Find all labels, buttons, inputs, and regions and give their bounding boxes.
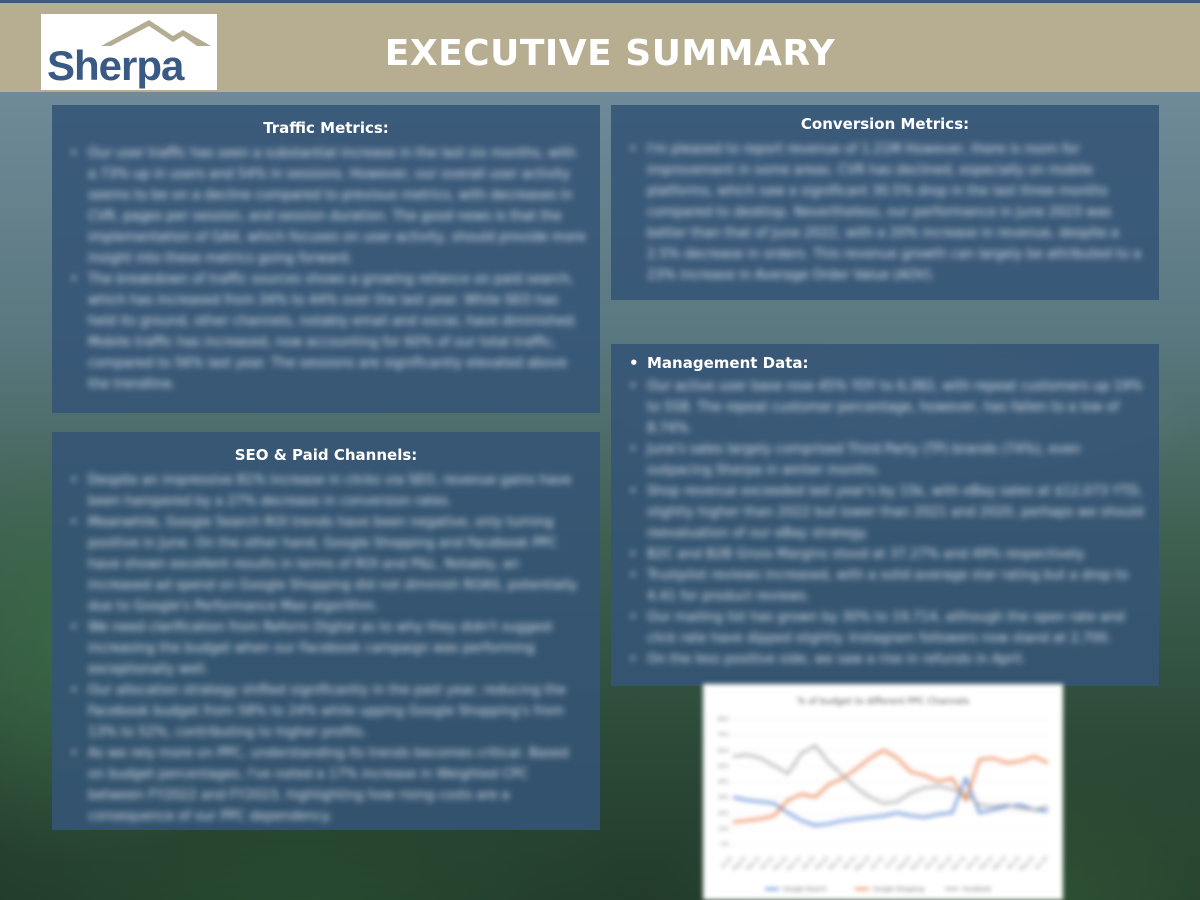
x-tick-label: Sep-21 (745, 855, 762, 872)
chart-title: % of budget to different PPC Channels (797, 697, 970, 707)
x-tick-label: Dec-22 (950, 855, 967, 872)
list-item: On the less positive side, we saw a rise… (625, 649, 1145, 670)
y-tick-label: 10% (718, 826, 729, 832)
mountain-icon (101, 20, 211, 46)
x-tick-label: May-23 (1018, 855, 1035, 872)
x-tick-label: Dec-21 (786, 855, 803, 872)
list-item: B2C and B2B Gross Margins stood at 37.27… (625, 544, 1145, 565)
y-tick-label: 20% (718, 811, 729, 817)
legend-entry: Google Shopping (873, 886, 924, 893)
list-item: Shop revenue exceeded last year's by 15k… (625, 481, 1145, 544)
list-item: As we rely more on PPC, understanding it… (66, 743, 586, 827)
list-item: Our user traffic has seen a substantial … (66, 143, 586, 269)
list-item: The breakdown of traffic sources shows a… (66, 269, 586, 395)
y-tick-label: 50% (718, 764, 729, 770)
legend-entry: Facebook (963, 886, 992, 893)
conversion-metrics-title: Conversion Metrics: (800, 115, 970, 133)
list-item: Trustpilot reviews increased, with a sol… (625, 565, 1145, 607)
list-item: Our mailing list has grown by 30% to 19,… (625, 607, 1145, 649)
list-item: Our active user base rose 45% YOY to 6,3… (625, 376, 1145, 439)
series-line-google-shopping (732, 749, 1049, 824)
management-data-panel: Management Data: Our active user base ro… (611, 344, 1159, 686)
header-bar: Sherpa EXECUTIVE SUMMARY (0, 0, 1200, 92)
seo-paid-list: Despite an impressive 81% increase in cl… (66, 470, 586, 827)
traffic-metrics-title: Traffic Metrics: (263, 119, 389, 137)
management-data-list: Our active user base rose 45% YOY to 6,3… (625, 376, 1145, 670)
traffic-metrics-panel: Traffic Metrics: Our user traffic has se… (52, 105, 600, 413)
x-tick-label: Aug-21 (731, 855, 748, 872)
page-title: EXECUTIVE SUMMARY (384, 33, 836, 74)
x-tick-label: Sep-22 (909, 855, 926, 872)
x-tick-label: Aug-22 (896, 855, 913, 872)
conversion-metrics-panel: Conversion Metrics: I'm pleased to repor… (611, 105, 1159, 300)
management-data-title: Management Data: (625, 354, 1145, 372)
list-item: June's sales largely comprised Third Par… (625, 439, 1145, 481)
legend-entry: Google Search (783, 886, 827, 893)
conversion-metrics-list: I'm pleased to report revenue of 1.21M H… (625, 139, 1145, 286)
x-tick-label: Jun-22 (869, 855, 885, 871)
list-item: I'm pleased to report revenue of 1.21M H… (625, 139, 1145, 286)
list-item: We need clarification from Reform Digita… (66, 617, 586, 680)
series-line-google-search (732, 775, 1049, 827)
x-tick-label: May-22 (854, 855, 871, 872)
seo-paid-title: SEO & Paid Channels: (234, 446, 418, 464)
y-tick-label: 60% (718, 748, 729, 754)
x-tick-label: Jan-23 (965, 855, 981, 871)
logo-wordmark: Sherpa (47, 42, 184, 89)
y-tick-label: 70% (718, 733, 729, 739)
x-tick-label: Mar-23 (992, 855, 1008, 871)
list-item: Despite an impressive 81% increase in cl… (66, 470, 586, 512)
sherpa-logo: Sherpa (41, 14, 217, 90)
list-item: Our allocation strategy shifted signific… (66, 680, 586, 743)
x-tick-label: Jun-23 (1033, 855, 1049, 871)
ppc-budget-chart: % of budget to different PPC Channels 0% 1… (703, 684, 1063, 900)
x-tick-label: Mar-22 (828, 855, 844, 871)
y-tick-label: 30% (718, 795, 729, 801)
y-tick-label: 0% (721, 842, 729, 848)
series-line-facebook (732, 744, 1049, 811)
y-tick-label: 80% (718, 717, 729, 723)
seo-paid-panel: SEO & Paid Channels: Despite an impressi… (52, 432, 600, 830)
list-item: Meanwhile, Google Search ROI trends have… (66, 512, 586, 617)
y-tick-label: 40% (718, 780, 729, 786)
chart-svg: % of budget to different PPC Channels 0% 1… (718, 697, 1050, 893)
x-tick-label: Jan-22 (800, 855, 816, 871)
traffic-metrics-list: Our user traffic has seen a substantial … (66, 143, 586, 395)
